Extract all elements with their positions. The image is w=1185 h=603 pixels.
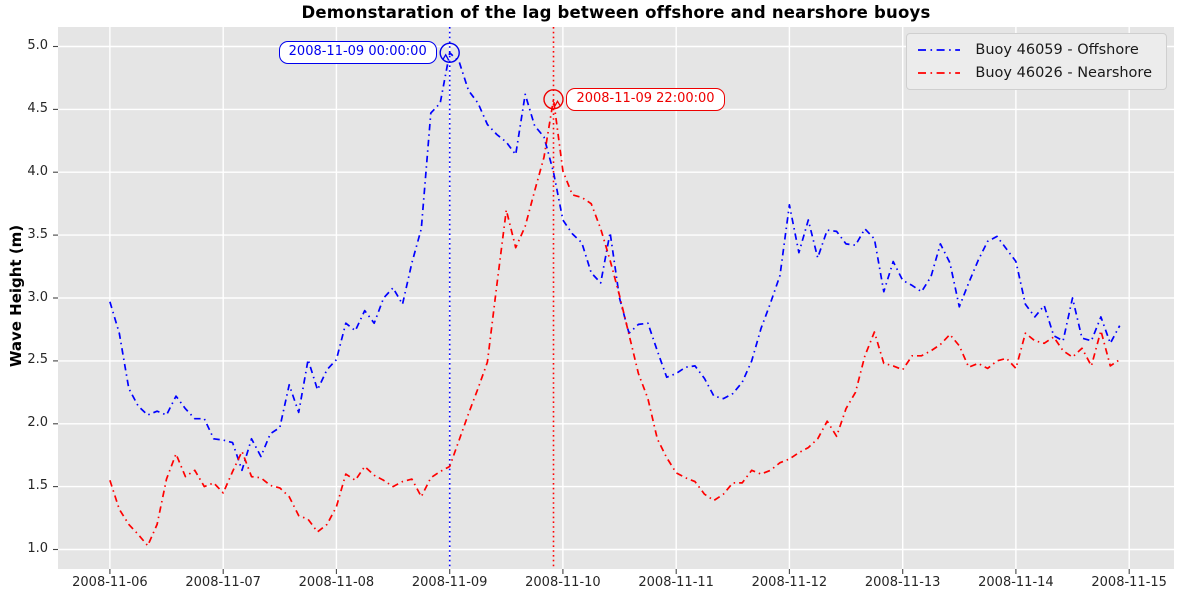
legend-line-offshore-icon: [918, 49, 961, 51]
legend-entry-offshore: Buoy 46059 - Offshore: [917, 42, 1152, 58]
x-tick-label: 2008-11-12: [751, 575, 828, 590]
x-tick-label: 2008-11-09: [411, 575, 488, 590]
x-tick-label: 2008-11-15: [1091, 575, 1167, 590]
x-tick-label: 2008-11-10: [525, 575, 601, 590]
legend-line-nearshore-icon: [918, 72, 961, 74]
y-tick-label: 3.5: [27, 226, 48, 242]
x-tick-label: 2008-11-06: [72, 575, 148, 590]
y-tick-label: 4.0: [27, 163, 48, 179]
annotation-nearshore-peak: 2008-11-09 22:00:00: [566, 87, 725, 111]
y-tick-label: 2.5: [27, 352, 48, 368]
legend-label-nearshore: Buoy 46026 - Nearshore: [975, 65, 1152, 81]
x-tick-label: 2008-11-07: [185, 575, 261, 590]
y-tick-label: 1.5: [27, 478, 48, 494]
legend-entry-nearshore: Buoy 46026 - Nearshore: [917, 65, 1152, 81]
x-tick-label: 2008-11-08: [298, 575, 375, 590]
x-tick-label: 2008-11-14: [978, 575, 1054, 590]
legend-label-offshore: Buoy 46059 - Offshore: [975, 42, 1139, 58]
y-tick-label: 4.5: [27, 100, 48, 116]
y-tick-label: 1.0: [27, 541, 48, 556]
x-tick-label: 2008-11-13: [864, 575, 941, 590]
y-tick-label: 3.0: [27, 289, 48, 305]
x-tick-label: 2008-11-11: [638, 575, 714, 590]
legend: Buoy 46059 - Offshore Buoy 46026 - Nears…: [906, 33, 1167, 90]
y-tick-label: 5.0: [27, 37, 48, 53]
chart-title: Demonstaration of the lag between offsho…: [301, 3, 931, 22]
annotation-offshore-peak: 2008-11-09 00:00:00: [278, 41, 437, 65]
y-tick-label: 2.0: [27, 415, 48, 431]
